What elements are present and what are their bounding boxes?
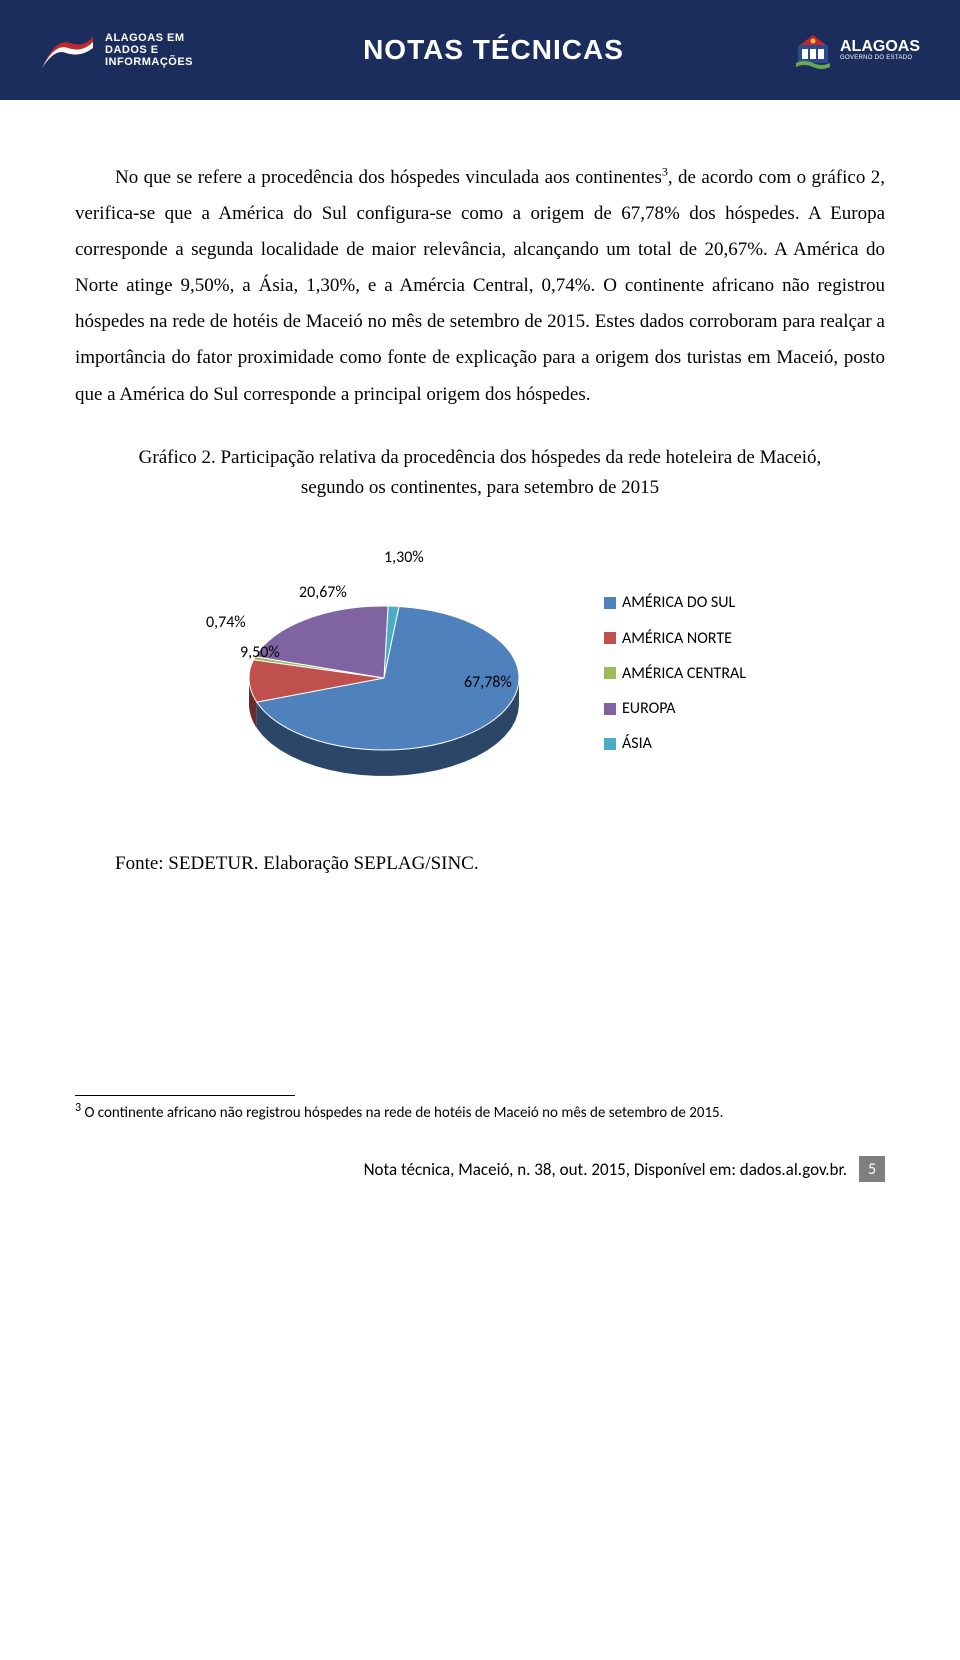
body-paragraph: No que se refere a procedência dos hóspe… bbox=[75, 160, 885, 413]
legend-swatch bbox=[604, 597, 616, 609]
pie-chart: 1,30% 20,67% 0,74% 9,50% 67,78% AMÉRICA … bbox=[75, 533, 885, 813]
legend-item: EUROPA bbox=[604, 691, 746, 726]
logo-line2: DADOS E bbox=[105, 44, 159, 56]
state-emblem-icon bbox=[794, 31, 832, 69]
pie-label-europa: 20,67% bbox=[299, 583, 347, 602]
legend-swatch bbox=[604, 738, 616, 750]
footnote: 3 O continente africano não registrou hó… bbox=[75, 1100, 885, 1124]
state-name: ALAGOAS bbox=[840, 38, 920, 55]
pie-label-central: 0,74% bbox=[206, 613, 246, 632]
legend-label: ÁSIA bbox=[622, 726, 652, 761]
legend-item: AMÉRICA NORTE bbox=[604, 621, 746, 656]
pie-graphic: 1,30% 20,67% 0,74% 9,50% 67,78% bbox=[214, 553, 554, 793]
logo-right: ALAGOAS GOVERNO DO ESTADO bbox=[794, 31, 920, 69]
legend-item: ÁSIA bbox=[604, 726, 746, 761]
logo-line1: ALAGOAS EM bbox=[105, 32, 185, 44]
legend-item: AMÉRICA DO SUL bbox=[604, 585, 746, 620]
legend-label: EUROPA bbox=[622, 691, 676, 726]
pie-label-sul: 67,78% bbox=[464, 673, 512, 692]
logo-left-text: ALAGOAS EM DADOS E INFORMAÇÕES bbox=[105, 32, 193, 68]
para-cont: , de acordo com o gráfico 2, verifica-se… bbox=[75, 167, 885, 405]
legend-label: AMÉRICA NORTE bbox=[622, 621, 732, 656]
logo-right-text: ALAGOAS GOVERNO DO ESTADO bbox=[840, 39, 920, 61]
page-header: ALAGOAS EM DADOS E INFORMAÇÕES NOTAS TÉC… bbox=[0, 0, 960, 100]
pie-label-norte: 9,50% bbox=[240, 643, 280, 662]
page-number: 5 bbox=[859, 1156, 885, 1182]
pie-label-asia: 1,30% bbox=[384, 548, 424, 567]
legend-swatch bbox=[604, 667, 616, 679]
legend-swatch bbox=[604, 703, 616, 715]
page-content: No que se refere a procedência dos hóspe… bbox=[0, 100, 960, 1144]
legend-label: AMÉRICA CENTRAL bbox=[622, 656, 746, 691]
logo-left: ALAGOAS EM DADOS E INFORMAÇÕES bbox=[40, 28, 193, 73]
legend-label: AMÉRICA DO SUL bbox=[622, 585, 735, 620]
chart-title: Gráfico 2. Participação relativa da proc… bbox=[115, 443, 845, 504]
legend-item: AMÉRICA CENTRAL bbox=[604, 656, 746, 691]
state-sub: GOVERNO DO ESTADO bbox=[840, 55, 920, 61]
chart-source: Fonte: SEDETUR. Elaboração SEPLAG/SINC. bbox=[115, 853, 885, 875]
legend-swatch bbox=[604, 632, 616, 644]
footnote-text: O continente africano não registrou hósp… bbox=[81, 1104, 723, 1122]
chart-legend: AMÉRICA DO SULAMÉRICA NORTEAMÉRICA CENTR… bbox=[604, 585, 746, 761]
logo-line3: INFORMAÇÕES bbox=[105, 56, 193, 68]
footnote-separator bbox=[75, 1095, 295, 1096]
page-footer: Nota técnica, Maceió, n. 38, out. 2015, … bbox=[0, 1144, 960, 1212]
header-title: NOTAS TÉCNICAS bbox=[363, 34, 624, 66]
flag-icon bbox=[40, 28, 95, 73]
para-start: No que se refere a procedência dos hóspe… bbox=[115, 167, 662, 188]
footer-text: Nota técnica, Maceió, n. 38, out. 2015, … bbox=[364, 1159, 847, 1180]
